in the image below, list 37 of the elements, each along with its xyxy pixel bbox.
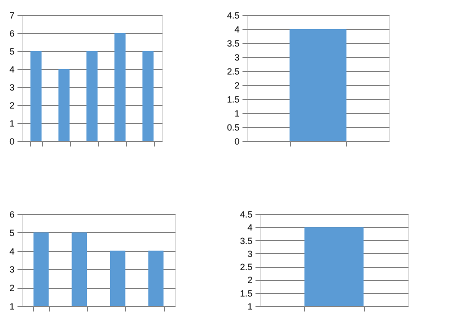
y-tick-label: 2.5 <box>240 262 252 272</box>
y-tick-label: 4.5 <box>226 10 240 20</box>
bar <box>58 69 70 141</box>
y-tick-label: 3 <box>234 52 240 62</box>
y-tick-label: 7 <box>9 10 14 20</box>
y-tick-label: 3 <box>9 264 14 275</box>
y-tick-label: 1 <box>9 118 14 128</box>
y-tick-label: 4 <box>247 222 252 233</box>
y-tick-label: 6 <box>9 210 14 220</box>
y-tick-label: 1 <box>234 108 240 118</box>
y-tick-label: 2.5 <box>226 66 240 76</box>
y-tick-label: 1 <box>9 302 14 312</box>
y-tick-label: 0 <box>234 136 240 146</box>
y-tick-label: 1.5 <box>226 94 240 104</box>
y-tick-label: 4 <box>9 246 14 256</box>
y-tick-label: 2 <box>247 275 252 286</box>
y-tick-label: 5 <box>9 46 14 56</box>
y-tick-label: 3 <box>247 248 252 259</box>
y-tick-label: 1.5 <box>240 288 252 298</box>
bar <box>114 33 126 141</box>
y-tick-label: 4 <box>9 64 14 74</box>
y-tick-label: 1 <box>247 302 252 312</box>
bar <box>30 51 42 141</box>
y-tick-label: 4 <box>234 24 240 34</box>
bar <box>86 51 98 141</box>
y-tick-label: 2 <box>234 80 240 90</box>
y-tick-label: 6 <box>9 28 14 38</box>
y-tick-label: 0 <box>9 136 14 146</box>
y-tick-label: 3.5 <box>240 236 252 246</box>
y-tick-label: 4.5 <box>240 210 252 220</box>
y-tick-label: 3 <box>9 82 14 92</box>
y-tick-label: 2 <box>9 283 14 294</box>
y-tick-label: 3.5 <box>226 38 240 48</box>
bar <box>142 51 154 141</box>
y-tick-label: 2 <box>9 100 14 110</box>
y-tick-label: 0.5 <box>226 122 240 132</box>
y-tick-label: 5 <box>9 228 14 238</box>
